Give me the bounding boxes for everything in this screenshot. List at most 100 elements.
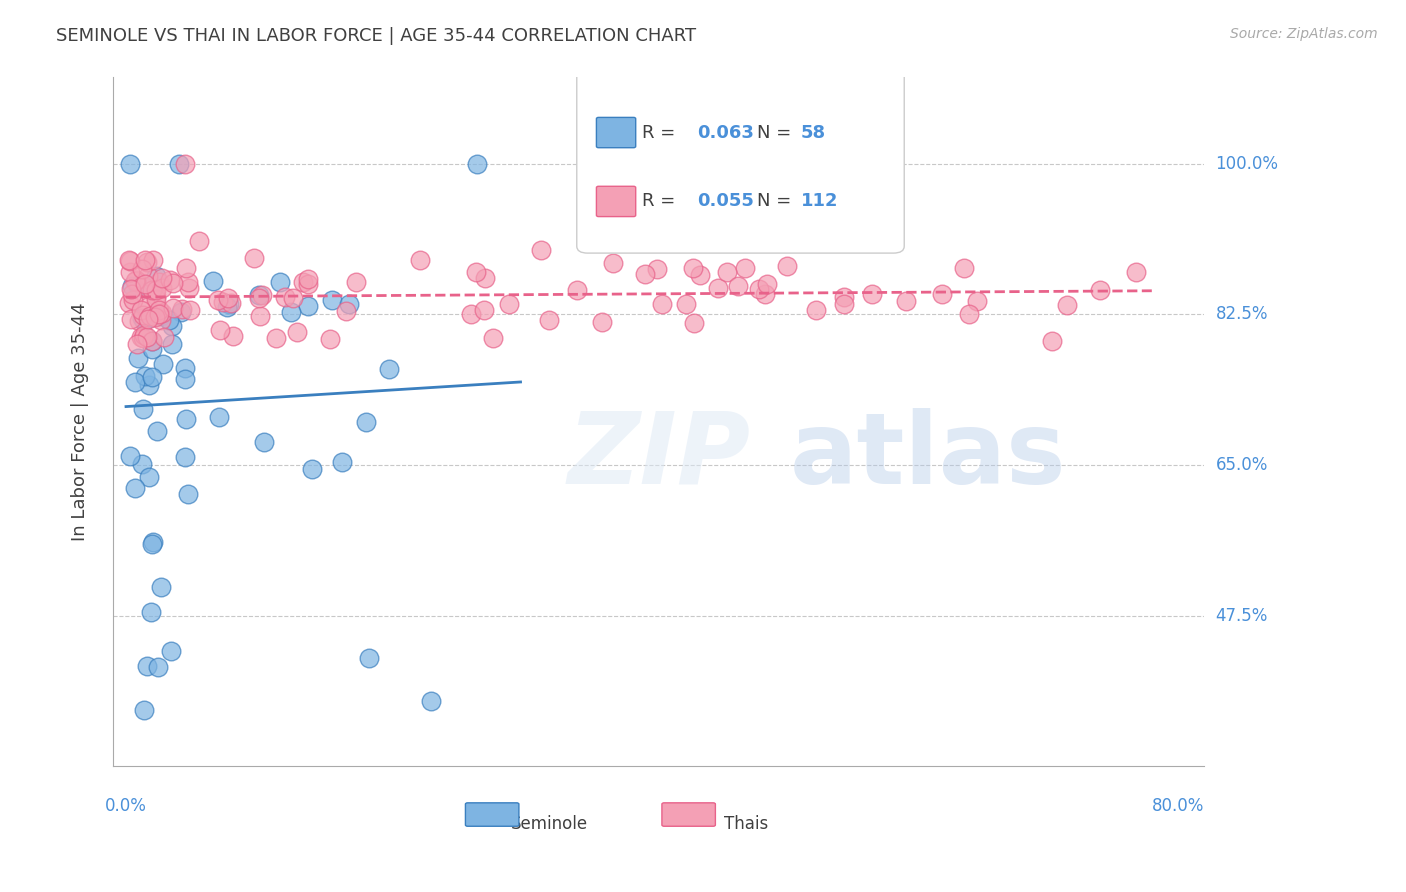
Seminole [174, 411, 197, 425]
Thais [931, 287, 953, 301]
Seminole [301, 461, 323, 475]
Text: 0.063: 0.063 [697, 124, 754, 142]
Thais [152, 330, 174, 344]
FancyBboxPatch shape [596, 118, 636, 148]
Thais [335, 303, 357, 318]
Seminole [321, 293, 343, 308]
Seminole [141, 334, 163, 348]
Seminole [138, 470, 160, 484]
Thais [250, 288, 273, 302]
Thais [135, 330, 157, 344]
Thais [247, 291, 270, 305]
Thais [860, 286, 883, 301]
Thais [591, 314, 613, 328]
Seminole [149, 580, 172, 594]
Thais [806, 302, 828, 317]
Seminole [127, 279, 149, 293]
Thais [754, 287, 776, 301]
Text: 0.055: 0.055 [697, 193, 754, 211]
Thais [727, 278, 749, 293]
Seminole [162, 318, 184, 333]
Text: R =: R = [643, 193, 682, 211]
Seminole [141, 342, 163, 356]
Seminole [297, 299, 319, 313]
Thais [125, 273, 148, 287]
Thais [209, 323, 232, 337]
Seminole [174, 361, 197, 376]
Thais [207, 293, 229, 308]
Seminole [124, 375, 146, 389]
Thais [138, 269, 160, 284]
Thais [832, 297, 855, 311]
Seminole [142, 534, 165, 549]
Thais [120, 311, 142, 326]
Seminole [132, 313, 155, 327]
Seminole [160, 644, 183, 658]
Thais [170, 301, 193, 316]
Thais [218, 291, 240, 305]
Text: 100.0%: 100.0% [1216, 154, 1278, 172]
Thais [145, 283, 167, 297]
Thais [143, 310, 166, 324]
Thais [498, 296, 520, 310]
Thais [129, 330, 152, 344]
Thais [136, 300, 159, 314]
Text: N =: N = [756, 124, 797, 142]
Thais [188, 234, 211, 248]
Seminole [146, 660, 169, 674]
Thais [132, 308, 155, 322]
Y-axis label: In Labor Force | Age 35-44: In Labor Force | Age 35-44 [72, 302, 89, 541]
Thais [1125, 265, 1147, 279]
Thais [131, 261, 153, 276]
Text: 112: 112 [800, 193, 838, 211]
Thais [675, 296, 697, 310]
Thais [242, 252, 264, 266]
Thais [118, 253, 141, 268]
Seminole [134, 368, 156, 383]
Seminole [141, 370, 163, 384]
Seminole [124, 482, 146, 496]
Thais [148, 303, 170, 318]
Seminole [207, 409, 229, 424]
Seminole [146, 425, 169, 439]
Thais [132, 331, 155, 345]
Thais [530, 243, 553, 257]
Thais [645, 261, 668, 276]
Thais [832, 290, 855, 304]
Thais [952, 260, 974, 275]
Text: 47.5%: 47.5% [1216, 607, 1268, 624]
Thais [472, 302, 495, 317]
Thais [136, 311, 159, 326]
Thais [683, 316, 706, 330]
Seminole [173, 450, 195, 464]
Seminole [339, 296, 361, 310]
Thais [141, 283, 163, 297]
Thais [409, 252, 432, 267]
Thais [222, 329, 245, 343]
Text: Seminole: Seminole [510, 814, 588, 832]
Text: 0.0%: 0.0% [105, 797, 148, 815]
Seminole [170, 305, 193, 319]
Thais [219, 296, 242, 310]
Seminole [120, 450, 142, 464]
Seminole [135, 658, 157, 673]
Thais [148, 307, 170, 321]
Text: ZIP: ZIP [567, 408, 751, 505]
Seminole [121, 279, 143, 293]
Thais [297, 277, 319, 292]
FancyBboxPatch shape [596, 186, 636, 217]
Thais [1088, 283, 1111, 297]
Thais [159, 273, 181, 287]
Thais [706, 281, 728, 295]
Text: N =: N = [756, 193, 797, 211]
Thais [281, 291, 304, 305]
Thais [162, 276, 184, 290]
Thais [481, 331, 503, 345]
Seminole [132, 703, 155, 717]
Seminole [167, 156, 190, 170]
Thais [139, 309, 162, 323]
Thais [177, 281, 200, 295]
Thais [134, 253, 156, 268]
Seminole [141, 537, 163, 551]
Thais [464, 265, 486, 279]
